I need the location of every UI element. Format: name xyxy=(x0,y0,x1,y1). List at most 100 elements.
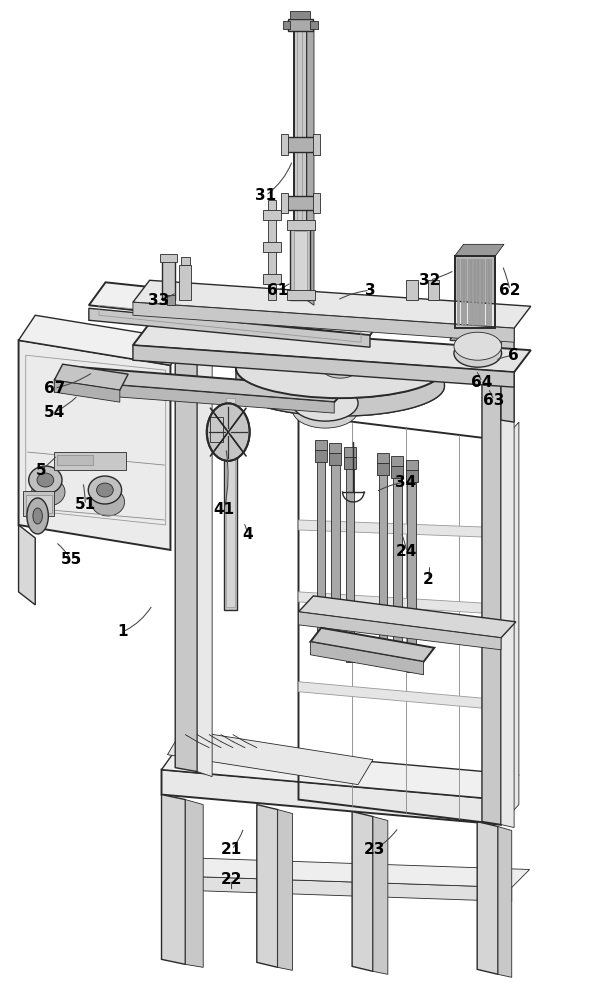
Bar xyxy=(450,326,500,340)
Bar xyxy=(168,295,174,305)
Polygon shape xyxy=(185,800,203,967)
Bar xyxy=(408,477,416,672)
Bar xyxy=(162,260,174,300)
Bar xyxy=(161,254,177,262)
Bar xyxy=(344,457,356,469)
Bar xyxy=(315,450,327,462)
Ellipse shape xyxy=(37,473,54,487)
Bar xyxy=(313,134,320,155)
Polygon shape xyxy=(310,628,434,662)
Ellipse shape xyxy=(97,483,113,497)
Text: 21: 21 xyxy=(221,842,242,857)
Bar xyxy=(331,460,340,658)
Bar xyxy=(263,210,281,220)
Bar xyxy=(379,470,387,665)
Polygon shape xyxy=(54,364,128,390)
Bar xyxy=(288,19,313,31)
Polygon shape xyxy=(298,682,501,710)
Bar xyxy=(267,200,276,300)
Text: 32: 32 xyxy=(419,273,440,288)
Polygon shape xyxy=(298,596,516,638)
Polygon shape xyxy=(257,805,278,967)
Bar xyxy=(454,256,495,328)
Bar xyxy=(313,193,320,213)
Bar xyxy=(485,259,488,325)
Polygon shape xyxy=(89,308,370,347)
Bar xyxy=(346,464,354,662)
Ellipse shape xyxy=(29,466,62,494)
Bar xyxy=(294,23,307,300)
Text: 5: 5 xyxy=(36,463,47,478)
Text: 62: 62 xyxy=(499,283,521,298)
Polygon shape xyxy=(133,280,531,328)
Polygon shape xyxy=(89,282,387,335)
Polygon shape xyxy=(298,520,501,538)
Polygon shape xyxy=(133,323,531,372)
Polygon shape xyxy=(162,795,185,964)
Ellipse shape xyxy=(454,339,501,367)
Polygon shape xyxy=(54,380,334,413)
Ellipse shape xyxy=(27,498,48,534)
Bar xyxy=(377,463,389,475)
Polygon shape xyxy=(168,730,373,785)
Bar xyxy=(471,259,473,325)
Bar xyxy=(330,453,341,465)
Text: 2: 2 xyxy=(423,572,433,587)
Polygon shape xyxy=(19,315,187,365)
Bar xyxy=(475,259,477,325)
Bar xyxy=(281,193,288,213)
Ellipse shape xyxy=(454,332,501,360)
Ellipse shape xyxy=(236,356,444,416)
Polygon shape xyxy=(162,745,519,800)
Text: 41: 41 xyxy=(214,502,235,517)
Bar xyxy=(294,231,307,296)
Bar xyxy=(393,473,402,668)
Bar xyxy=(406,460,418,470)
Bar xyxy=(226,398,235,607)
Text: 64: 64 xyxy=(471,375,493,390)
Bar xyxy=(315,440,327,450)
Ellipse shape xyxy=(293,392,358,428)
Polygon shape xyxy=(133,345,514,387)
Bar xyxy=(263,242,281,252)
Polygon shape xyxy=(482,357,501,825)
Bar xyxy=(377,453,389,463)
Polygon shape xyxy=(162,770,501,825)
Bar xyxy=(310,21,318,29)
Text: 3: 3 xyxy=(365,283,376,298)
Polygon shape xyxy=(501,422,519,825)
Bar xyxy=(489,259,491,325)
Text: 55: 55 xyxy=(60,552,82,567)
Bar xyxy=(283,21,290,29)
Bar xyxy=(179,265,191,300)
Polygon shape xyxy=(454,244,504,256)
Bar xyxy=(181,257,189,265)
Text: 1: 1 xyxy=(118,624,128,639)
Bar xyxy=(57,455,93,465)
Text: 51: 51 xyxy=(75,497,96,512)
Polygon shape xyxy=(450,330,508,340)
Text: 24: 24 xyxy=(396,544,417,559)
Polygon shape xyxy=(501,360,514,828)
Polygon shape xyxy=(236,368,444,416)
Bar xyxy=(454,256,495,328)
Bar xyxy=(467,259,470,325)
Polygon shape xyxy=(373,817,388,974)
Text: 54: 54 xyxy=(44,405,65,420)
Ellipse shape xyxy=(32,478,65,506)
Bar xyxy=(290,11,310,19)
Polygon shape xyxy=(501,320,514,422)
Ellipse shape xyxy=(236,338,444,398)
Text: 6: 6 xyxy=(507,348,518,363)
Bar xyxy=(210,417,223,442)
Polygon shape xyxy=(133,302,514,342)
Bar xyxy=(317,457,325,655)
Bar xyxy=(392,466,404,478)
Text: 23: 23 xyxy=(364,842,386,857)
Polygon shape xyxy=(162,875,512,901)
Bar xyxy=(26,495,52,513)
Text: 67: 67 xyxy=(44,381,65,396)
Bar xyxy=(54,452,126,470)
Bar xyxy=(287,220,315,230)
Bar xyxy=(281,134,288,155)
